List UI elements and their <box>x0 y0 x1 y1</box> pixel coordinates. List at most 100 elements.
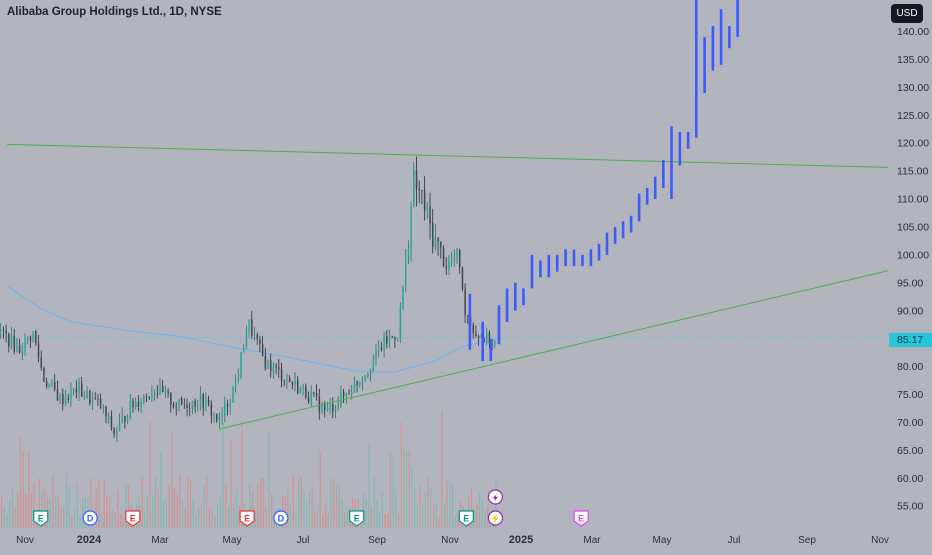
event-label: E <box>244 514 250 524</box>
volume-bar <box>217 502 219 528</box>
earnings-event-marker: E <box>125 510 141 527</box>
volume-bar <box>214 516 216 528</box>
y-tick-label: 120.00 <box>897 138 929 150</box>
volume-bar <box>111 507 113 528</box>
currency-button[interactable]: USD <box>891 4 923 23</box>
candle-body <box>24 337 26 351</box>
last-price-label: 85.17 <box>889 333 932 347</box>
y-tick-label: 55.00 <box>897 501 923 513</box>
candle-body <box>16 345 18 352</box>
candle-body <box>407 249 410 258</box>
candle-body <box>121 415 123 422</box>
candle-body <box>229 402 231 407</box>
chart-title: Alibaba Group Holdings Ltd., 1D, NYSE <box>7 6 222 18</box>
volume-bar <box>446 481 448 528</box>
spark-icon-glyph: ✦ <box>492 493 500 503</box>
candle-body <box>342 392 345 396</box>
candle-body <box>494 341 496 346</box>
volume-bar <box>60 507 62 528</box>
candle-body <box>89 390 91 404</box>
volume-bar <box>119 513 122 528</box>
candle-body <box>264 356 267 369</box>
projection-bar <box>653 176 657 199</box>
volume-bar <box>95 488 97 528</box>
candle-body <box>194 400 196 407</box>
volume-bar <box>430 487 432 528</box>
candle-body <box>221 415 223 417</box>
candle-body <box>361 380 364 382</box>
candle-body <box>191 400 194 409</box>
candle-body <box>218 416 221 421</box>
y-tick-label: 70.00 <box>897 417 923 429</box>
volume-bar <box>49 499 51 528</box>
volume-bar <box>230 440 232 528</box>
candle-body <box>475 333 477 337</box>
volume-bar <box>306 501 308 528</box>
earnings-event-marker: E <box>573 510 589 527</box>
y-axis: 55.0060.0065.0070.0075.0080.0085.0090.00… <box>897 26 929 513</box>
candle-body <box>43 367 45 382</box>
volume-bar <box>190 480 192 528</box>
volume-bar <box>478 490 481 528</box>
volume-bar <box>28 452 30 528</box>
candle-body <box>56 389 59 401</box>
candle-body <box>442 247 445 266</box>
volume-bar <box>389 452 392 528</box>
volume-bar <box>3 507 5 528</box>
volume-bar <box>370 507 373 528</box>
volume-bar <box>287 490 289 528</box>
candle-body <box>40 357 42 368</box>
candle-body <box>105 406 107 417</box>
volume-bar <box>146 495 149 528</box>
candle-body <box>35 330 37 344</box>
candle-body <box>261 343 264 357</box>
candle-body <box>72 388 75 390</box>
candle-body <box>202 393 204 408</box>
candle-body <box>418 189 420 191</box>
candle-body <box>83 396 86 398</box>
candle-body <box>175 406 177 408</box>
candle-body <box>27 336 29 338</box>
volume-bar <box>149 421 151 528</box>
volume-bar <box>52 475 54 528</box>
candle-body <box>429 206 431 224</box>
volume-bar <box>38 478 41 528</box>
event-label: E <box>354 514 360 524</box>
volume-bar <box>100 514 103 528</box>
y-tick-label: 65.00 <box>897 445 923 457</box>
candle-body <box>434 237 437 248</box>
candle-body <box>372 359 375 371</box>
candle-body <box>32 330 34 341</box>
candle-body <box>364 375 366 381</box>
candle-body <box>197 406 199 408</box>
candle-body <box>205 399 207 408</box>
y-tick-label: 100.00 <box>897 249 929 261</box>
earnings-icon <box>33 510 49 527</box>
volume-bar <box>33 483 35 528</box>
candle-body <box>189 407 191 409</box>
candle-body <box>51 382 53 384</box>
projection-bar <box>703 37 706 93</box>
earnings-event-marker: E <box>239 510 255 527</box>
volume-bar <box>6 514 8 528</box>
projection-bar <box>736 0 739 38</box>
volume-bar <box>79 517 81 528</box>
volume-bar <box>179 474 181 528</box>
candle-body <box>367 374 369 376</box>
volume-bar <box>160 452 162 528</box>
candle-body <box>405 257 407 287</box>
candle-body <box>18 345 21 353</box>
volume-bar <box>157 489 159 528</box>
volume-bar <box>400 422 402 528</box>
volume-bar <box>300 476 302 528</box>
x-tick-label: Nov <box>441 535 459 546</box>
candle-body <box>251 319 253 336</box>
trendline-resistance <box>7 143 888 168</box>
volume-bar <box>395 489 397 528</box>
volume-bar <box>365 498 367 528</box>
x-axis: Nov 2024 Mar May Jul Sep Nov 2025 Mar May Jul Sep No… <box>16 534 889 546</box>
candle-body <box>129 400 132 419</box>
projection-bar <box>497 305 501 345</box>
